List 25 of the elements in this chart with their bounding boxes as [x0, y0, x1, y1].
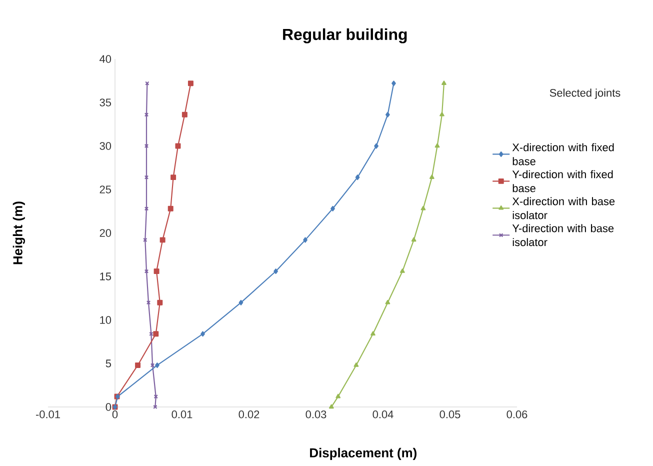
x-tick-label: -0.01 [36, 410, 60, 418]
x-tick-label: 0.01 [172, 410, 192, 418]
legend-label: X-direction with base isolator [512, 197, 615, 220]
y-tick-label: 5 [106, 360, 112, 368]
y-tick-label: 40 [100, 55, 112, 63]
legend-label: Y-direction with base isolator [512, 224, 614, 246]
text: Selected joints [550, 88, 620, 99]
x-axis-title: Displacement (m) [310, 448, 416, 460]
x-tick-label: 0 [112, 410, 118, 418]
legend-label: Y-direction with fixed base [512, 170, 613, 192]
x-tick-label: 0.03 [306, 410, 326, 418]
y-tick-label: 10 [100, 316, 112, 324]
chart-title: Regular building [283, 28, 407, 44]
y-tick-label: 20 [100, 229, 112, 237]
y-tick-label: 35 [100, 98, 112, 106]
y-tick-label: 25 [100, 186, 112, 194]
x-tick-label: 0.06 [506, 410, 528, 418]
x-tick-label: 0.05 [440, 410, 460, 418]
x-tick-label: 0.02 [238, 410, 260, 418]
y-axis-title: Height (m) [12, 202, 26, 264]
y-tick-label: 15 [100, 272, 112, 280]
legend-label: X-direction with fixed base [512, 143, 614, 166]
y-tick-label: 0 [106, 403, 112, 411]
x-tick-label: 0.04 [372, 410, 394, 418]
y-tick-label: 30 [100, 142, 112, 150]
